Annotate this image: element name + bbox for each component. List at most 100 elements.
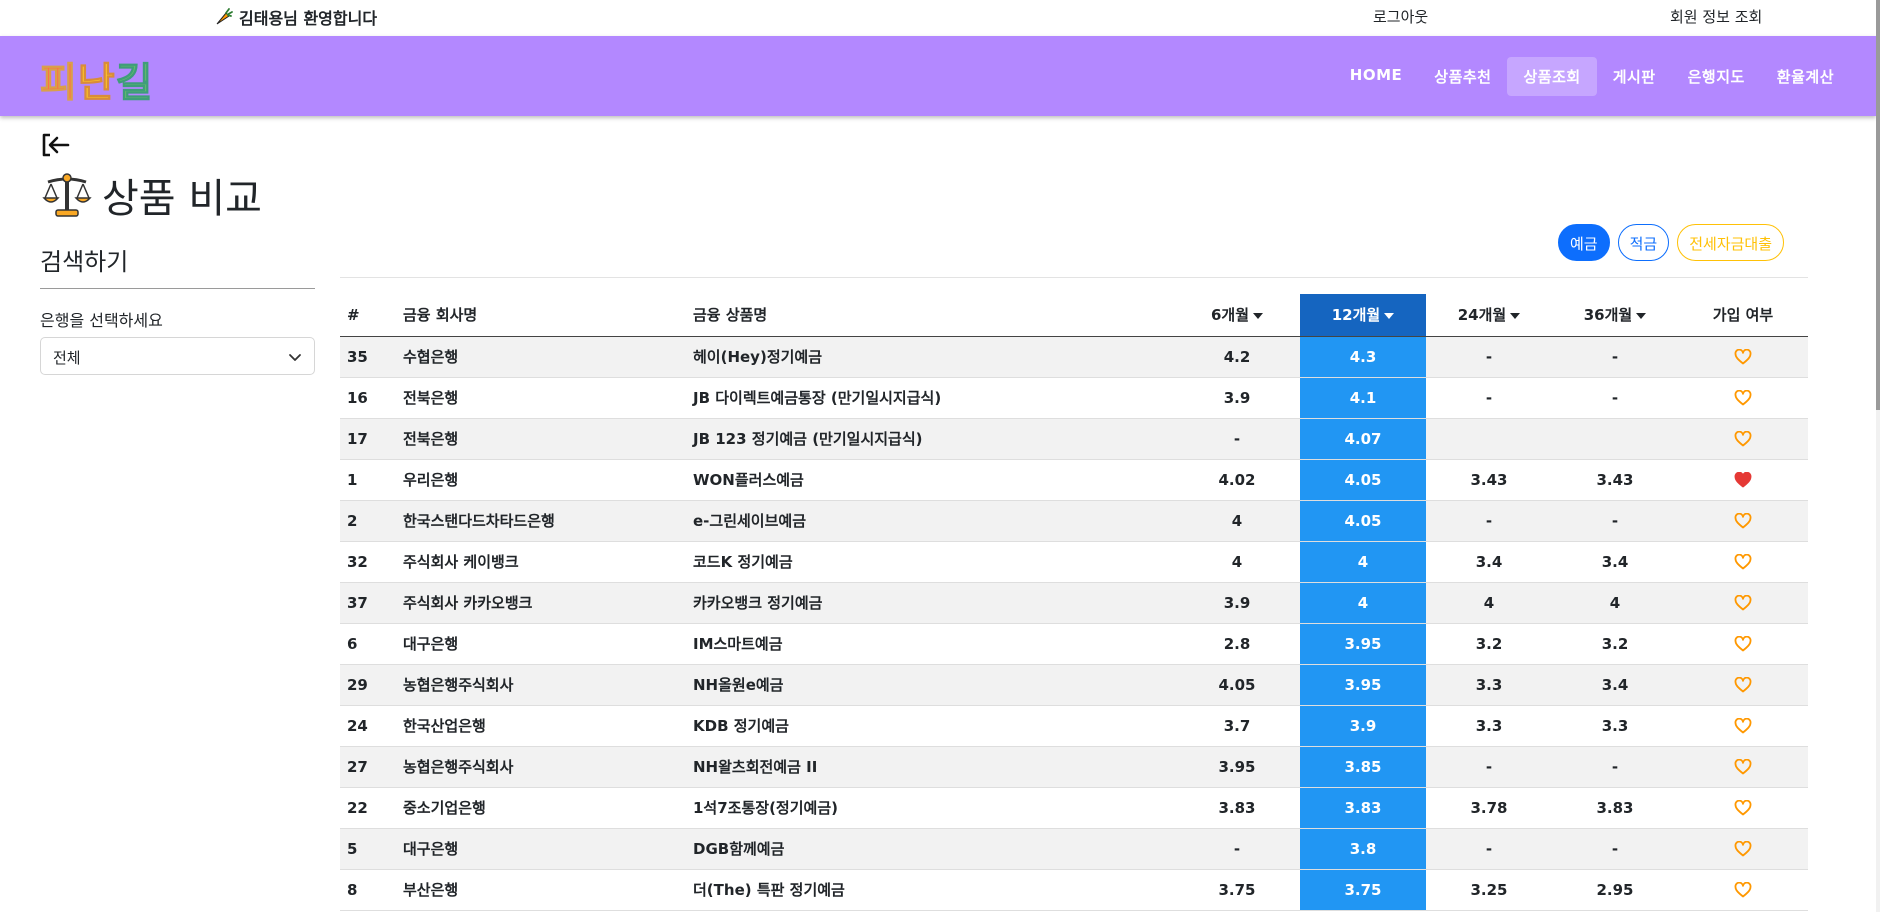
cell-rate-24m: - bbox=[1426, 828, 1552, 870]
cell-joined bbox=[1678, 418, 1808, 460]
cell-product: 더(The) 특판 정기예금 bbox=[686, 869, 1174, 911]
nav-item-board[interactable]: 게시판 bbox=[1612, 68, 1656, 86]
heart-filled-icon[interactable] bbox=[1734, 472, 1752, 488]
cell-index: 35 bbox=[340, 336, 396, 378]
heart-outline-icon[interactable] bbox=[1734, 390, 1752, 406]
table-row[interactable]: 16 전북은행 JB 다이렉트예금통장 (만기일시지급식) 3.9 4.1- - bbox=[340, 377, 1808, 419]
cell-rate-24m: 3.78 bbox=[1426, 787, 1552, 829]
table-row[interactable]: 35 수협은행 헤이(Hey)정기예금 4.2 4.3- - bbox=[340, 336, 1808, 378]
heart-outline-icon[interactable] bbox=[1734, 513, 1752, 529]
cell-rate-24m: 3.25 bbox=[1426, 869, 1552, 911]
table-row[interactable]: 22 중소기업은행 1석7조통장(정기예금) 3.83 3.83 3.78 3.83 bbox=[340, 787, 1808, 829]
table-row[interactable]: 1 우리은행 WON플러스예금 4.02 4.05 3.43 3.43 bbox=[340, 459, 1808, 501]
table-row[interactable]: 8 부산은행 더(The) 특판 정기예금 3.75 3.75 3.25 2.95 bbox=[340, 869, 1808, 911]
cell-bank: 한국산업은행 bbox=[396, 705, 686, 747]
table-row[interactable]: 29 농협은행주식회사 NH올원e예금 4.05 3.95 3.3 3.4 bbox=[340, 664, 1808, 706]
cell-product: JB 123 정기예금 (만기일시지급식) bbox=[686, 418, 1174, 460]
cell-rate-12m: 4.3 bbox=[1300, 336, 1426, 378]
cell-rate-12m: 4.07 bbox=[1300, 418, 1426, 460]
savings-filter-button[interactable]: 적금 bbox=[1617, 224, 1670, 261]
heart-outline-icon[interactable] bbox=[1734, 636, 1752, 652]
logout-link[interactable]: 로그아웃 bbox=[1373, 8, 1429, 26]
loan-filter-button[interactable]: 전세자금대출 bbox=[1677, 224, 1785, 261]
cell-rate-6m: 2.8 bbox=[1174, 623, 1300, 665]
cell-product: NH올원e예금 bbox=[686, 664, 1174, 706]
cell-rate-24m: - bbox=[1426, 746, 1552, 788]
scrollbar-thumb[interactable] bbox=[1876, 0, 1880, 410]
welcome-text: 김태용님 환영합니다 bbox=[239, 9, 378, 28]
heart-outline-icon[interactable] bbox=[1734, 800, 1752, 816]
heart-outline-icon[interactable] bbox=[1734, 431, 1752, 447]
cell-joined bbox=[1678, 336, 1808, 378]
table-row[interactable]: 27 농협은행주식회사 NH왈츠회전예금 II 3.95 3.85- - bbox=[340, 746, 1808, 788]
cell-rate-6m: 4 bbox=[1174, 541, 1300, 583]
nav-item-recommend[interactable]: 상품추천 bbox=[1434, 68, 1492, 86]
heart-outline-icon[interactable] bbox=[1734, 595, 1752, 611]
col-header-24m[interactable]: 24개월 bbox=[1426, 294, 1552, 337]
heart-outline-icon[interactable] bbox=[1734, 882, 1752, 898]
table-row[interactable]: 5 대구은행 DGB함께예금 -3.8- - bbox=[340, 828, 1808, 870]
heart-outline-icon[interactable] bbox=[1734, 841, 1752, 857]
cell-rate-36m: - bbox=[1552, 746, 1678, 788]
nav-item-home[interactable]: HOME bbox=[1349, 66, 1403, 84]
cell-joined bbox=[1678, 377, 1808, 419]
cell-index: 24 bbox=[340, 705, 396, 747]
top-utility-bar: 김태용님 환영합니다 로그아웃 회원 정보 조회 bbox=[0, 0, 1880, 36]
site-logo[interactable]: 피난길 bbox=[40, 50, 153, 108]
cell-rate-12m: 4 bbox=[1300, 541, 1426, 583]
cell-rate-6m: 3.9 bbox=[1174, 377, 1300, 419]
cell-rate-6m: - bbox=[1174, 418, 1300, 460]
table-row[interactable]: 24 한국산업은행 KDB 정기예금 3.7 3.9 3.3 3.3 bbox=[340, 705, 1808, 747]
col-header-bank: 금융 회사명 bbox=[396, 294, 686, 337]
cell-bank: 부산은행 bbox=[396, 869, 686, 911]
table-row[interactable]: 32 주식회사 케이뱅크 코드K 정기예금 4 4 3.4 3.4 bbox=[340, 541, 1808, 583]
heart-outline-icon[interactable] bbox=[1734, 554, 1752, 570]
heart-outline-icon[interactable] bbox=[1734, 718, 1752, 734]
cell-rate-12m: 3.9 bbox=[1300, 705, 1426, 747]
cell-joined bbox=[1678, 459, 1808, 501]
page-scrollbar[interactable] bbox=[1876, 0, 1880, 912]
table-row[interactable]: 6 대구은행 IM스마트예금 2.8 3.95 3.2 3.2 bbox=[340, 623, 1808, 665]
cell-rate-12m: 3.8 bbox=[1300, 828, 1426, 870]
table-row[interactable]: 17 전북은행 JB 123 정기예금 (만기일시지급식) -4.07 bbox=[340, 418, 1808, 460]
cell-bank: 전북은행 bbox=[396, 377, 686, 419]
page-title: 상품 비교 bbox=[42, 166, 262, 224]
cell-index: 16 bbox=[340, 377, 396, 419]
cell-rate-36m: - bbox=[1552, 500, 1678, 542]
cell-index: 22 bbox=[340, 787, 396, 829]
heart-outline-icon[interactable] bbox=[1734, 759, 1752, 775]
col-header-12m-label: 12개월 bbox=[1331, 306, 1381, 325]
product-table-container: # 금융 회사명 금융 상품명 6개월 12개월 24개월 36개월 가입 여부… bbox=[340, 294, 1808, 911]
cell-product: 카카오뱅크 정기예금 bbox=[686, 582, 1174, 624]
member-info-link[interactable]: 회원 정보 조회 bbox=[1670, 8, 1763, 26]
cell-rate-24m: - bbox=[1426, 500, 1552, 542]
cell-product: IM스마트예금 bbox=[686, 623, 1174, 665]
table-row[interactable]: 2 한국스탠다드차타드은행 e-그린세이브예금 4 4.05- - bbox=[340, 500, 1808, 542]
cell-rate-36m bbox=[1552, 418, 1678, 460]
table-top-rule bbox=[340, 277, 1808, 278]
col-header-joined: 가입 여부 bbox=[1678, 294, 1808, 337]
heart-outline-icon[interactable] bbox=[1734, 349, 1752, 365]
cell-rate-36m: 3.4 bbox=[1552, 664, 1678, 706]
col-header-6m[interactable]: 6개월 bbox=[1174, 294, 1300, 337]
cell-rate-6m: 4.2 bbox=[1174, 336, 1300, 378]
nav-item-exchange[interactable]: 환율계산 bbox=[1776, 68, 1834, 86]
nav-item-products[interactable]: 상품조회 bbox=[1507, 57, 1597, 96]
cell-rate-6m: 4.02 bbox=[1174, 459, 1300, 501]
heart-outline-icon[interactable] bbox=[1734, 677, 1752, 693]
back-arrow-icon[interactable] bbox=[40, 131, 70, 159]
table-row[interactable]: 37 주식회사 카카오뱅크 카카오뱅크 정기예금 3.9 4 4 4 bbox=[340, 582, 1808, 624]
cell-bank: 중소기업은행 bbox=[396, 787, 686, 829]
nav-item-bank-map[interactable]: 은행지도 bbox=[1687, 68, 1745, 86]
col-header-product: 금융 상품명 bbox=[686, 294, 1174, 337]
col-header-36m[interactable]: 36개월 bbox=[1552, 294, 1678, 337]
cell-rate-6m: 4 bbox=[1174, 500, 1300, 542]
deposit-filter-button[interactable]: 예금 bbox=[1558, 224, 1610, 261]
cell-rate-36m: 3.2 bbox=[1552, 623, 1678, 665]
cell-rate-24m: 3.2 bbox=[1426, 623, 1552, 665]
bank-select-dropdown[interactable]: 전체 bbox=[40, 337, 315, 375]
cell-product: e-그린세이브예금 bbox=[686, 500, 1174, 542]
col-header-12m[interactable]: 12개월 bbox=[1300, 294, 1426, 337]
carrot-icon bbox=[216, 8, 233, 25]
cell-rate-36m: 3.83 bbox=[1552, 787, 1678, 829]
